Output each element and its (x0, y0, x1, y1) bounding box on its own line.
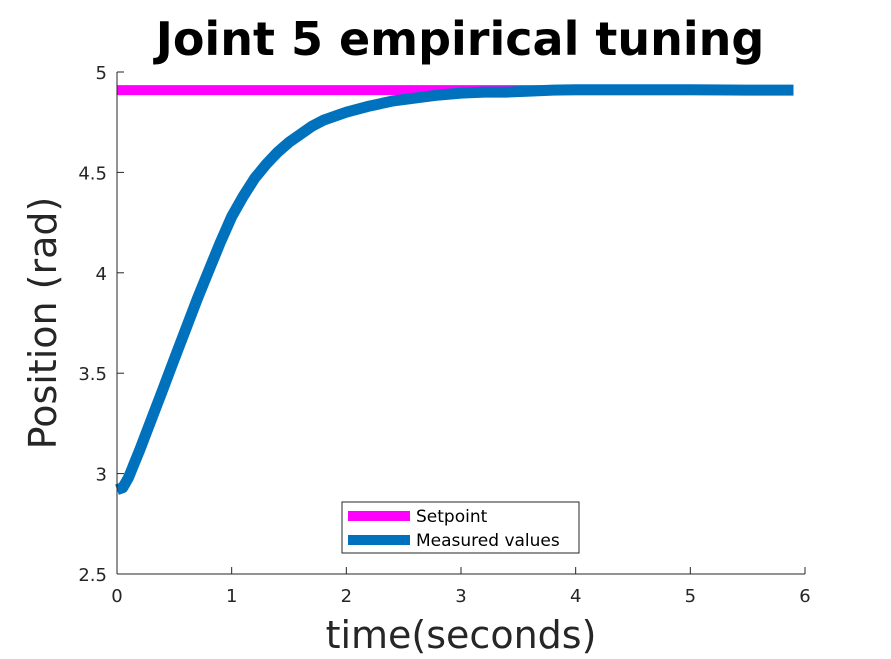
x-axis-label: time(seconds) (326, 613, 597, 657)
x-tick-label: 1 (226, 586, 237, 607)
x-tick-label: 2 (341, 586, 352, 607)
y-tick-label: 4.5 (78, 163, 107, 184)
legend-label: Measured values (416, 531, 560, 551)
plot-area (117, 72, 805, 574)
x-ticks: 0 1 2 3 4 5 6 (111, 567, 811, 607)
chart-title: Joint 5 empirical tuning (153, 12, 765, 66)
y-tick-label: 3.5 (78, 364, 107, 385)
y-tick-label: 5 (96, 63, 107, 84)
x-tick-label: 6 (799, 586, 810, 607)
legend-label: Setpoint (416, 507, 488, 527)
y-tick-label: 4 (96, 264, 107, 285)
series-layer (115, 84, 794, 495)
y-tick-label: 2.5 (78, 565, 107, 586)
x-tick-label: 3 (455, 586, 466, 607)
x-tick-label: 4 (570, 586, 581, 607)
y-ticks: 2.5 3 3.5 4 4.5 5 (78, 63, 124, 586)
legend-entries: Setpoint Measured values (348, 507, 560, 551)
plot-background (117, 72, 805, 574)
y-tick-label: 3 (96, 465, 107, 486)
series-line-measured-values (115, 84, 794, 495)
y-axis-label: Position (rad) (21, 197, 65, 450)
legend: Setpoint Measured values (341, 501, 580, 554)
x-tick-label: 5 (685, 586, 696, 607)
x-tick-label: 0 (111, 586, 122, 607)
